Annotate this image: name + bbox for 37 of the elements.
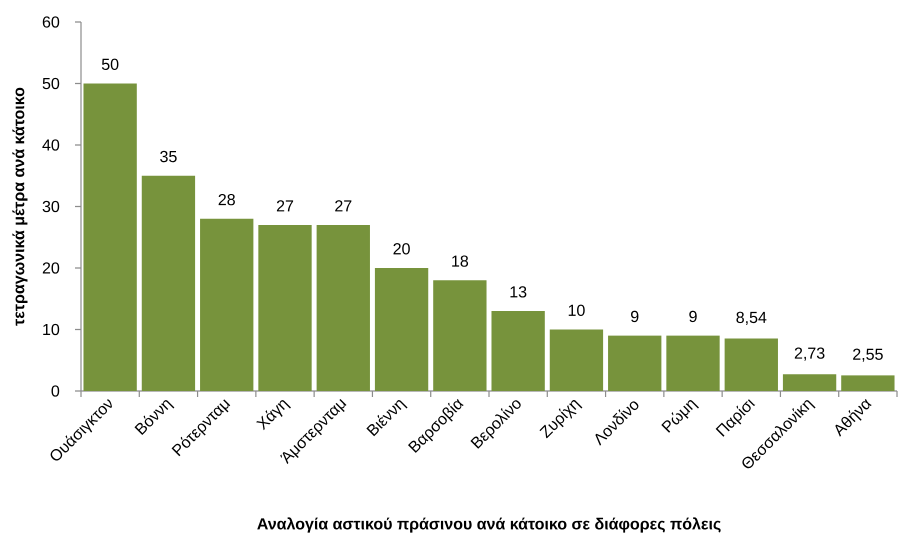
data-label: 10 bbox=[568, 304, 585, 316]
x-axis-title: Αναλογία αστικού πράσινου ανά κάτοικο σε διάφορες πόλεις bbox=[257, 517, 721, 533]
y-tick-label: 40 bbox=[42, 139, 60, 151]
data-label: 9 bbox=[631, 310, 638, 322]
y-tick-label: 10 bbox=[43, 324, 60, 336]
y-tick-label: 30 bbox=[42, 200, 60, 212]
bar bbox=[433, 280, 487, 391]
y-axis-title: τετραγωνικά μέτρα ανά κάτοικο bbox=[12, 88, 28, 326]
data-label: 27 bbox=[335, 200, 352, 212]
data-label: 9 bbox=[689, 310, 697, 322]
y-tick-label: 50 bbox=[42, 78, 60, 90]
bar bbox=[200, 218, 254, 391]
data-label: 50 bbox=[102, 58, 118, 70]
data-label: 2,55 bbox=[853, 348, 883, 362]
data-label: 18 bbox=[452, 255, 468, 267]
bar bbox=[782, 374, 836, 391]
bar bbox=[316, 224, 370, 391]
data-label: 20 bbox=[393, 243, 410, 254]
bar bbox=[374, 268, 428, 391]
data-label: 8,54 bbox=[736, 312, 766, 325]
data-label: 13 bbox=[510, 286, 526, 298]
bar bbox=[142, 176, 196, 391]
y-tick-label: 60 bbox=[42, 16, 60, 28]
y-tick-label: 20 bbox=[42, 262, 60, 274]
data-label: 28 bbox=[218, 194, 235, 206]
bar bbox=[841, 375, 895, 391]
bar bbox=[666, 336, 720, 391]
bar bbox=[550, 330, 604, 391]
data-label: 2,73 bbox=[794, 347, 824, 361]
data-label: 35 bbox=[160, 150, 177, 162]
bar bbox=[491, 311, 545, 391]
y-tick-label: 0 bbox=[52, 385, 60, 397]
bar bbox=[258, 224, 312, 391]
bar bbox=[724, 338, 778, 391]
bar bbox=[83, 84, 137, 391]
data-label: 27 bbox=[276, 200, 294, 212]
bar bbox=[608, 336, 662, 391]
